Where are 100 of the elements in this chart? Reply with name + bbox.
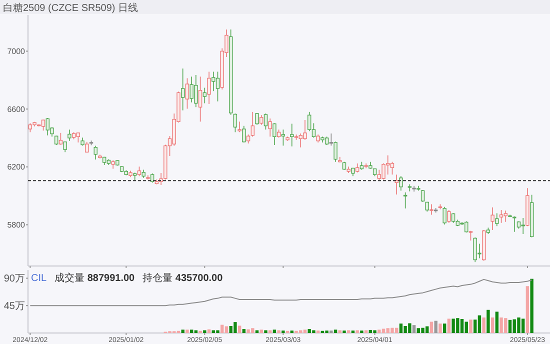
bar [224,326,228,333]
bar [334,330,338,333]
bar [430,322,434,333]
candlestick [495,212,499,226]
annotation: CIL [31,273,47,284]
candlestick [250,112,254,138]
candlestick [260,114,264,126]
bar [186,330,189,333]
y-tick-label: 5800 [7,220,26,230]
candlestick [390,161,394,175]
y-tick-label: 7000 [7,46,26,56]
candlestick [207,71,211,104]
candlestick [272,122,276,146]
bar [495,312,499,333]
candlestick [420,190,425,202]
bar [438,324,442,333]
candlestick [181,68,185,111]
bar [508,320,512,333]
bar [474,320,477,333]
bar [399,324,403,333]
candlestick [447,210,451,224]
candlestick [504,210,508,222]
candlestick [185,78,190,110]
bar [390,328,394,333]
candlestick [202,87,207,104]
candlestick [233,113,238,133]
bar [500,317,503,333]
bar [264,330,268,333]
y-tick-label: 45万 [4,301,25,312]
bar [246,329,250,333]
candlestick [512,216,516,232]
bar [412,325,416,333]
candlestick [76,132,80,143]
bar [378,330,381,333]
candlestick [281,129,286,146]
candlestick [238,121,242,133]
bar [486,310,490,333]
bar [373,330,376,333]
bar [238,326,242,333]
bar [530,278,534,333]
bar [416,328,420,333]
candlestick [442,206,446,225]
bar [421,328,424,333]
candlestick [403,192,408,209]
chart-title: 白糖2509 (CZCE SR509) 日线 [3,2,138,14]
candlestick [290,123,294,147]
bar [312,330,316,333]
candlestick [268,118,272,138]
candlestick [41,119,46,131]
y-tick-label: 6600 [7,104,26,114]
bar [464,322,468,333]
bar [521,318,525,333]
bar [447,318,451,333]
candlestick [451,212,456,224]
bar [394,328,398,333]
candlestick [334,141,338,162]
bar [356,330,359,333]
candlestick [399,176,403,192]
bar [368,330,372,333]
y-tick-label: 6200 [7,162,26,172]
candlestick [94,145,98,160]
bar [260,330,263,333]
bar [277,330,280,333]
candlestick [242,125,246,143]
candlestick [150,173,154,184]
candlestick [382,163,386,180]
candlestick [499,210,504,224]
candlestick [430,204,434,216]
y-tick-label: 90万 [4,274,25,285]
bar [190,330,194,333]
candlestick [394,174,398,195]
bar [517,317,520,333]
bar [526,286,530,333]
bar [482,317,486,333]
annotation: 持仓量 435700.00 [142,272,224,284]
bar [272,330,276,333]
bar [216,330,220,333]
bar [382,328,386,333]
candlestick [212,71,216,92]
candlestick [85,141,89,153]
annotation: 成交量 887991.00 [54,272,136,284]
bar [434,320,438,333]
bar [478,315,482,333]
bar [469,320,472,333]
candlestick [54,135,58,146]
bar [220,324,224,333]
candlestick [68,129,72,142]
candlestick [329,133,334,146]
bar [490,317,494,333]
bar [442,324,446,333]
candlestick [303,120,307,140]
bar [242,329,246,333]
candlestick [490,207,494,230]
candlestick [198,76,202,122]
bar [303,330,307,333]
candlestick [63,141,67,153]
candlestick [264,113,268,130]
bar [181,330,184,333]
candlestick [58,132,63,146]
candlestick [521,218,525,234]
